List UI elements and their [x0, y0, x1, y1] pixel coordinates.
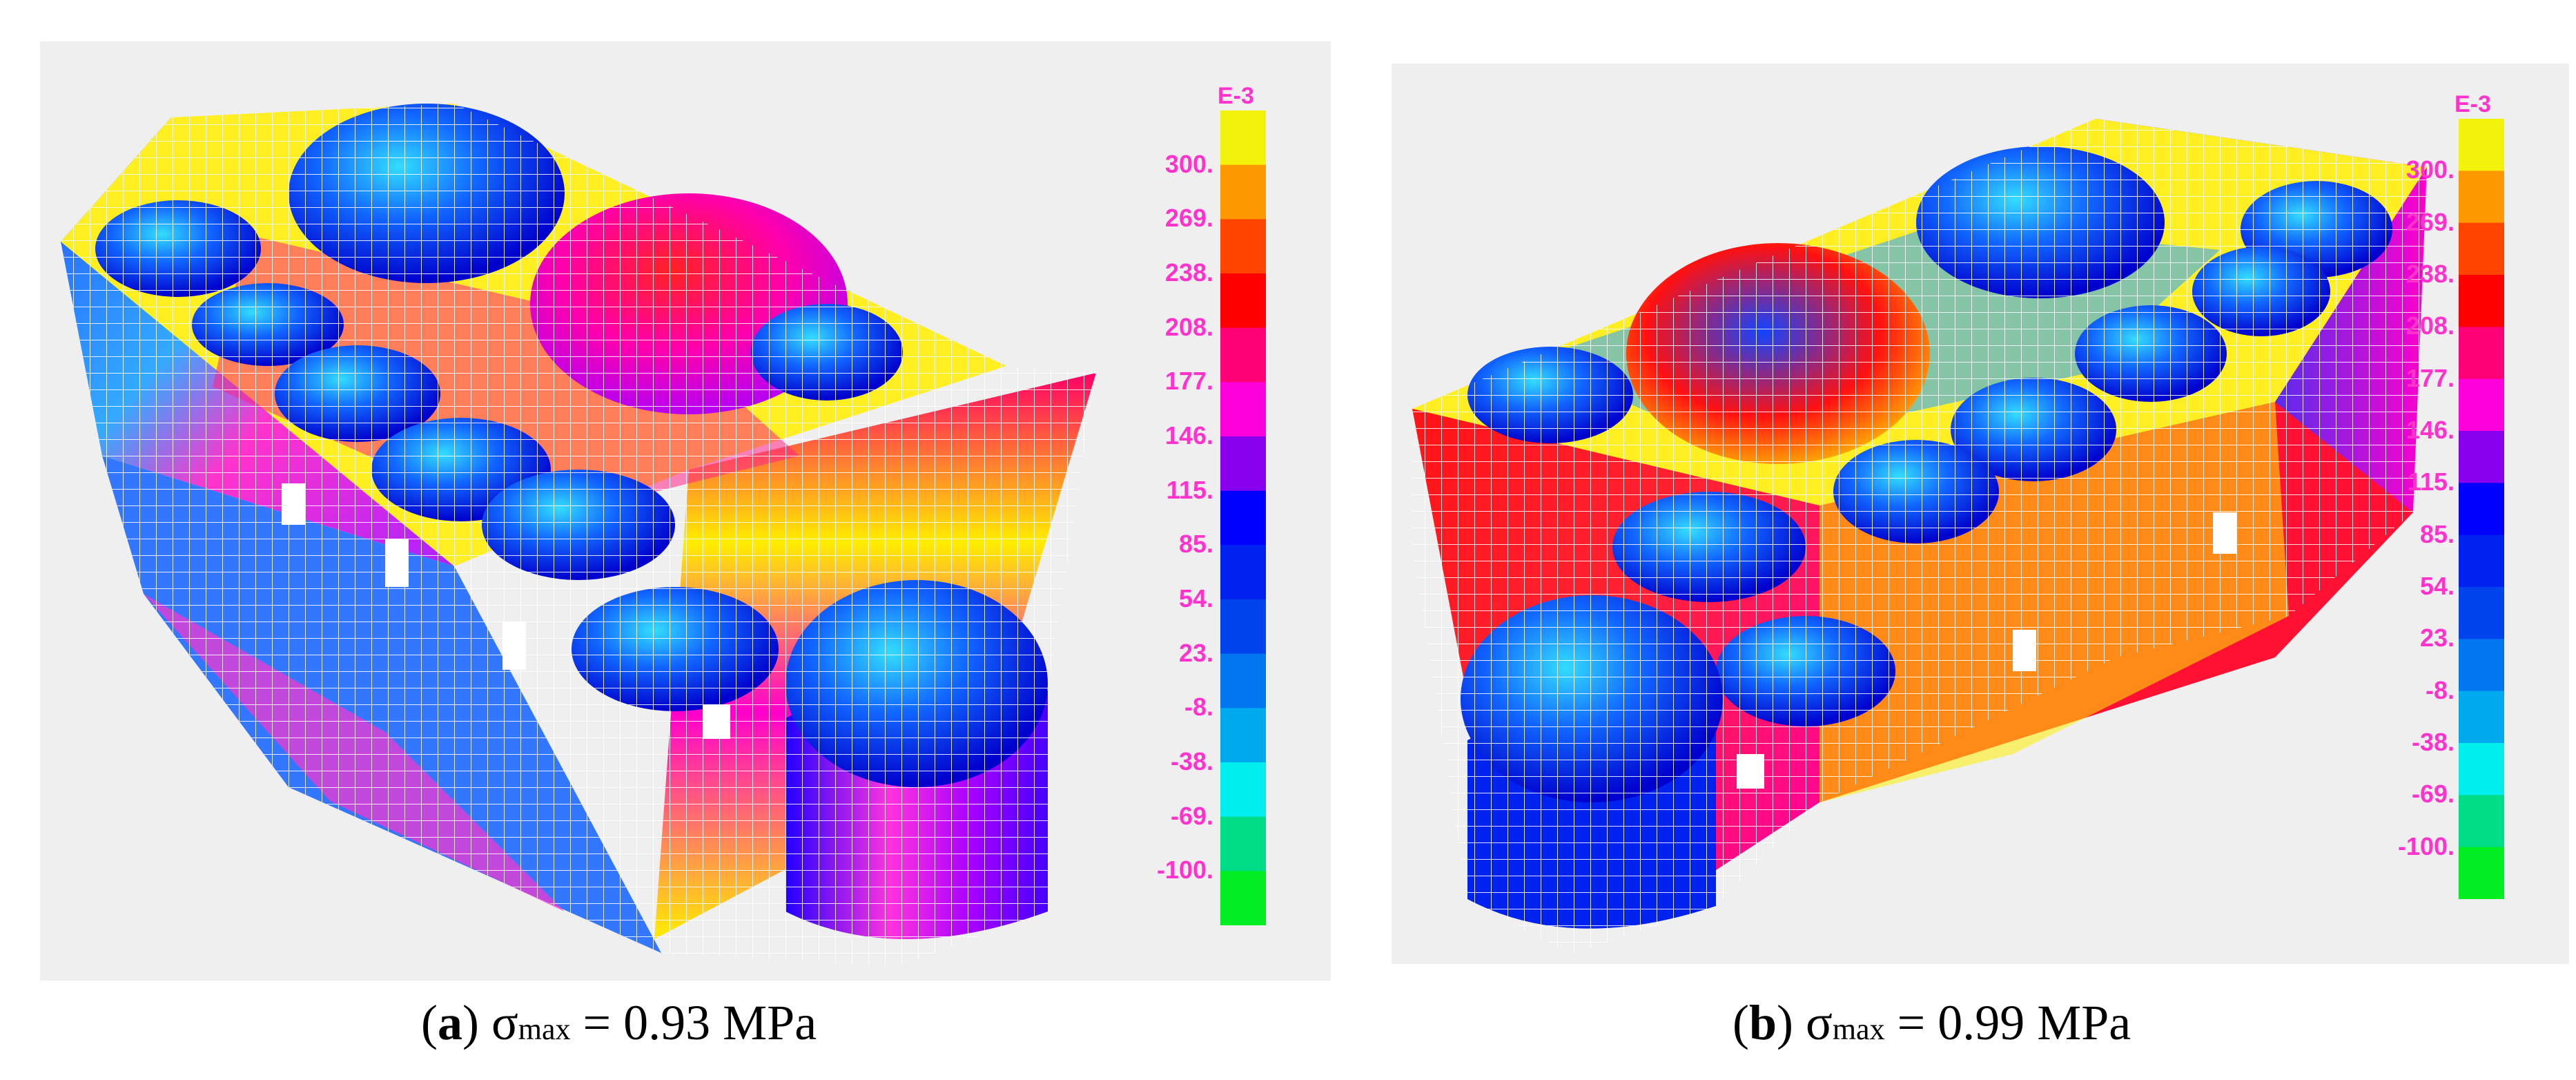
colorbar-swatch	[1220, 382, 1266, 437]
colorbar-swatch	[2459, 222, 2504, 276]
colorbar-b	[2459, 119, 2504, 899]
colorbar-tick-label: -100.	[1156, 856, 1213, 885]
colorbar-tick-label: 54.	[2419, 572, 2455, 600]
colorbar-swatch	[1220, 110, 1266, 166]
colorbar-swatch	[1220, 164, 1266, 220]
colorbar-tick-label: -38.	[2411, 728, 2455, 756]
caption-sigma-b: σ	[1806, 995, 1833, 1050]
colorbar-tick-label: 208.	[1164, 312, 1213, 341]
colorbar-swatch	[2459, 171, 2504, 224]
colorbar-tick-label: -38.	[1170, 747, 1213, 775]
colorbar-tick-label: 146.	[2406, 416, 2455, 444]
colorbar-swatch	[1220, 219, 1266, 274]
colorbar-swatch	[2459, 743, 2504, 795]
colorbar-tick-label: 269.	[2406, 207, 2455, 236]
colorbar-swatch	[1220, 871, 1266, 925]
caption-subscript-a: max	[518, 1012, 571, 1046]
colorbar-tick-label: 269.	[1164, 204, 1213, 233]
caption-value-a: = 0.93 MPa	[583, 995, 817, 1050]
colorbar-swatch	[1220, 816, 1266, 871]
colorbar-tick-label: 177.	[2406, 363, 2455, 392]
colorbar-tick-label: 177.	[1164, 367, 1213, 396]
colorbar-tick-label: 85.	[2419, 519, 2455, 548]
colorbar-tick-label: 300.	[2406, 155, 2455, 184]
colorbar-swatch	[1220, 762, 1266, 818]
caption-letter-b: b	[1748, 995, 1777, 1050]
colorbar-swatch	[2459, 119, 2504, 171]
colorbar-swatch	[2459, 639, 2504, 692]
caption-subscript-b: max	[1832, 1012, 1885, 1046]
contour-plot-panel-b: E-3 300. 269. 238. 208. 177. 146. 115. 85. 54. 23…	[1392, 64, 2569, 964]
caption-value-b: = 0.99 MPa	[1897, 995, 2131, 1050]
caption-letter-a: a	[437, 995, 462, 1050]
colorbar-tick-label: 115.	[1166, 475, 1213, 504]
colorbar-swatch	[2459, 483, 2504, 536]
fem-model-render-b	[1412, 119, 2427, 954]
colorbar-tick-label: 238.	[2406, 260, 2455, 288]
colorbar-swatch	[1220, 490, 1266, 546]
colorbar-swatch	[1220, 653, 1266, 708]
colorbar-unit-a: E-3	[1218, 83, 1254, 109]
colorbar-swatch	[1220, 273, 1266, 329]
colorbar-swatch	[1220, 599, 1266, 655]
colorbar-tick-label: 115.	[2407, 467, 2455, 496]
caption-sigma-a: σ	[491, 995, 518, 1050]
colorbar-tick-label: -8.	[1184, 693, 1213, 722]
colorbar-swatch	[2459, 847, 2504, 899]
colorbar-tick-label: 85.	[1178, 530, 1213, 559]
colorbar-tick-label: 23.	[2419, 624, 2455, 653]
colorbar-swatch	[2459, 587, 2504, 639]
caption-a: (a) σmax = 0.93 MPa	[421, 995, 817, 1050]
colorbar-tick-label: 208.	[2406, 311, 2455, 340]
colorbar-tick-label: 146.	[1164, 421, 1213, 450]
colorbar-tick-label: 238.	[1164, 258, 1213, 287]
colorbar-swatch	[1220, 327, 1266, 383]
caption-b: (b) σmax = 0.99 MPa	[1733, 995, 2131, 1050]
colorbar-unit-b: E-3	[2455, 91, 2491, 117]
colorbar-swatch	[1220, 436, 1266, 492]
colorbar-tick-label: 54.	[1178, 584, 1213, 613]
colorbar-a	[1220, 110, 1266, 925]
contour-plot-panel-a: E-3 300. 269. 238. 208. 177. 146. 115. 85. 54. 23…	[40, 41, 1331, 981]
colorbar-swatch	[2459, 691, 2504, 744]
colorbar-tick-label: 300.	[1164, 149, 1213, 178]
colorbar-swatch	[1220, 545, 1266, 600]
colorbar-tick-label: -8.	[2425, 675, 2455, 704]
colorbar-tick-label: -69.	[2411, 780, 2455, 809]
colorbar-swatch	[2459, 378, 2504, 432]
colorbar-swatch	[1220, 708, 1266, 763]
colorbar-swatch	[2459, 795, 2504, 848]
colorbar-tick-label: 23.	[1178, 638, 1213, 667]
colorbar-swatch	[2459, 327, 2504, 380]
fem-model-render-a	[61, 104, 1096, 967]
colorbar-swatch	[2459, 275, 2504, 327]
colorbar-swatch	[2459, 534, 2504, 588]
colorbar-swatch	[2459, 431, 2504, 483]
colorbar-tick-label: -69.	[1170, 801, 1213, 830]
colorbar-tick-label: -100.	[2397, 831, 2455, 860]
